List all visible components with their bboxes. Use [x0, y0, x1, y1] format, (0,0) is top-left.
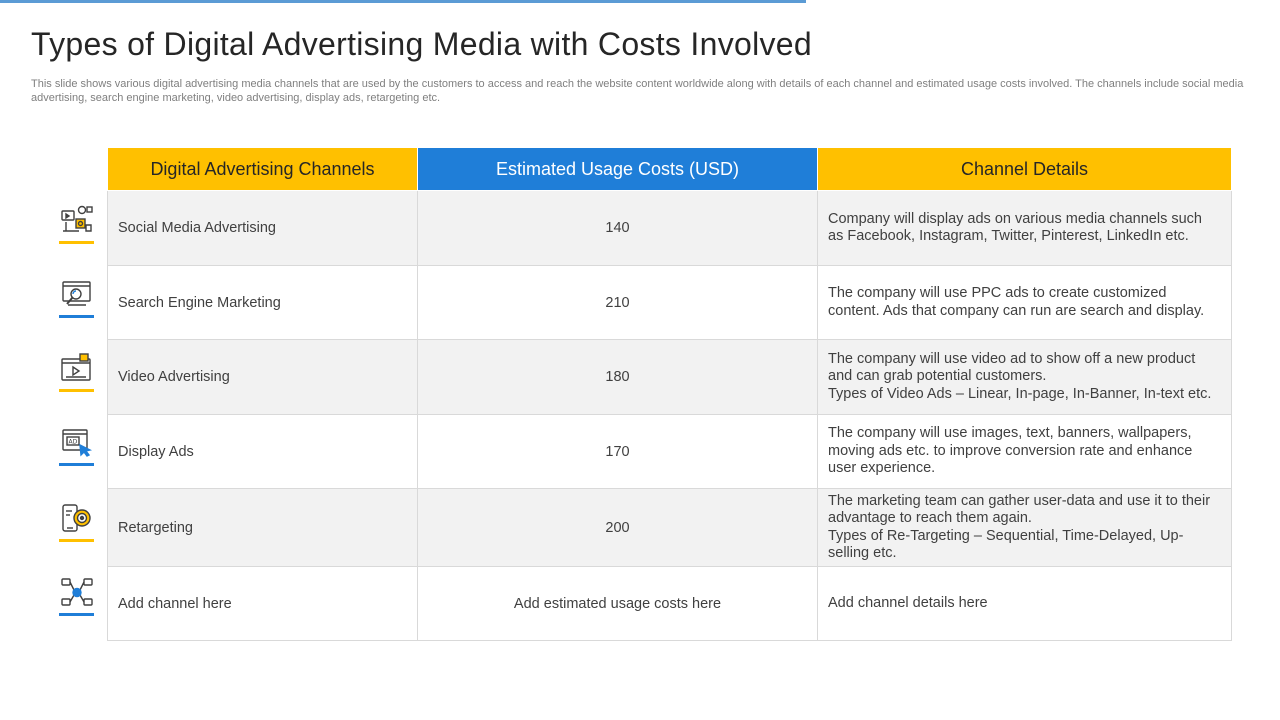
search-engine-icon-cell	[56, 279, 98, 318]
details-line: Add channel details here	[828, 594, 988, 611]
channel-cost: 180	[417, 339, 818, 415]
table-row: Search Engine Marketing 210 The company …	[107, 265, 1232, 340]
channel-details: The company will use images, text, banne…	[817, 414, 1232, 489]
channel-name: Retargeting	[107, 488, 418, 567]
details-line: The marketing team can gather user-data …	[828, 492, 1211, 527]
details-line: Company will display ads on various medi…	[828, 210, 1202, 245]
display-ad-icon-cell: AD	[56, 427, 98, 466]
icon-underline	[59, 315, 94, 318]
icon-underline	[59, 539, 94, 542]
details-line: The company will use PPC ads to create c…	[828, 285, 1205, 319]
social-media-icon	[61, 205, 93, 232]
network-channel-icon	[61, 578, 93, 606]
video-ad-icon	[61, 353, 91, 381]
channel-cost: 210	[417, 265, 818, 340]
table-row: Video Advertising 180 The company will u…	[107, 339, 1232, 415]
display-ad-icon: AD	[62, 429, 93, 457]
channel-name: Add channel here	[107, 566, 418, 641]
table-row: Display Ads 170 The company will use ima…	[107, 414, 1232, 489]
channels-table: Digital Advertising Channels Estimated U…	[107, 147, 1232, 641]
table-header-row: Digital Advertising Channels Estimated U…	[107, 147, 1232, 191]
channel-cost: 200	[417, 488, 818, 567]
details-line: Types of Re-Targeting – Sequential, Time…	[828, 527, 1184, 562]
details-line: The company will use video ad to show of…	[828, 350, 1196, 385]
slide-subtitle: This slide shows various digital adverti…	[31, 78, 1244, 104]
channel-name: Display Ads	[107, 414, 418, 489]
table-row: Social Media Advertising 140 Company wil…	[107, 190, 1232, 266]
details-line: The company will use images, text, banne…	[828, 425, 1193, 477]
retargeting-icon-cell	[56, 503, 98, 542]
channel-cost: Add estimated usage costs here	[417, 566, 818, 641]
channel-name: Search Engine Marketing	[107, 265, 418, 340]
table-row: Add channel here Add estimated usage cos…	[107, 566, 1232, 641]
icon-underline	[59, 241, 94, 244]
slide-title: Types of Digital Advertising Media with …	[31, 26, 812, 62]
icon-underline	[59, 463, 94, 466]
channel-cost: 170	[417, 414, 818, 489]
social-media-icon-cell	[56, 205, 98, 244]
top-accent-bar	[0, 0, 806, 3]
header-details: Channel Details	[817, 147, 1232, 191]
channel-name: Social Media Advertising	[107, 190, 418, 266]
channel-cost: 140	[417, 190, 818, 266]
channel-details: The company will use video ad to show of…	[817, 339, 1232, 415]
table-row: Retargeting 200 The marketing team can g…	[107, 488, 1232, 567]
header-channels: Digital Advertising Channels	[107, 147, 418, 191]
svg-text:AD: AD	[69, 439, 78, 446]
icon-underline	[59, 613, 94, 616]
retargeting-icon	[62, 504, 91, 532]
channel-details: Company will display ads on various medi…	[817, 190, 1232, 266]
details-line: Types of Video Ads – Linear, In-page, In…	[828, 385, 1212, 402]
channel-details: The marketing team can gather user-data …	[817, 488, 1232, 567]
header-costs: Estimated Usage Costs (USD)	[417, 147, 818, 191]
icon-underline	[59, 389, 94, 392]
channel-name: Video Advertising	[107, 339, 418, 415]
network-channel-icon-cell	[56, 577, 98, 616]
search-engine-icon	[62, 281, 91, 306]
video-ad-icon-cell	[56, 353, 98, 392]
channel-details: Add channel details here	[817, 566, 1232, 641]
channel-details: The company will use PPC ads to create c…	[817, 265, 1232, 340]
